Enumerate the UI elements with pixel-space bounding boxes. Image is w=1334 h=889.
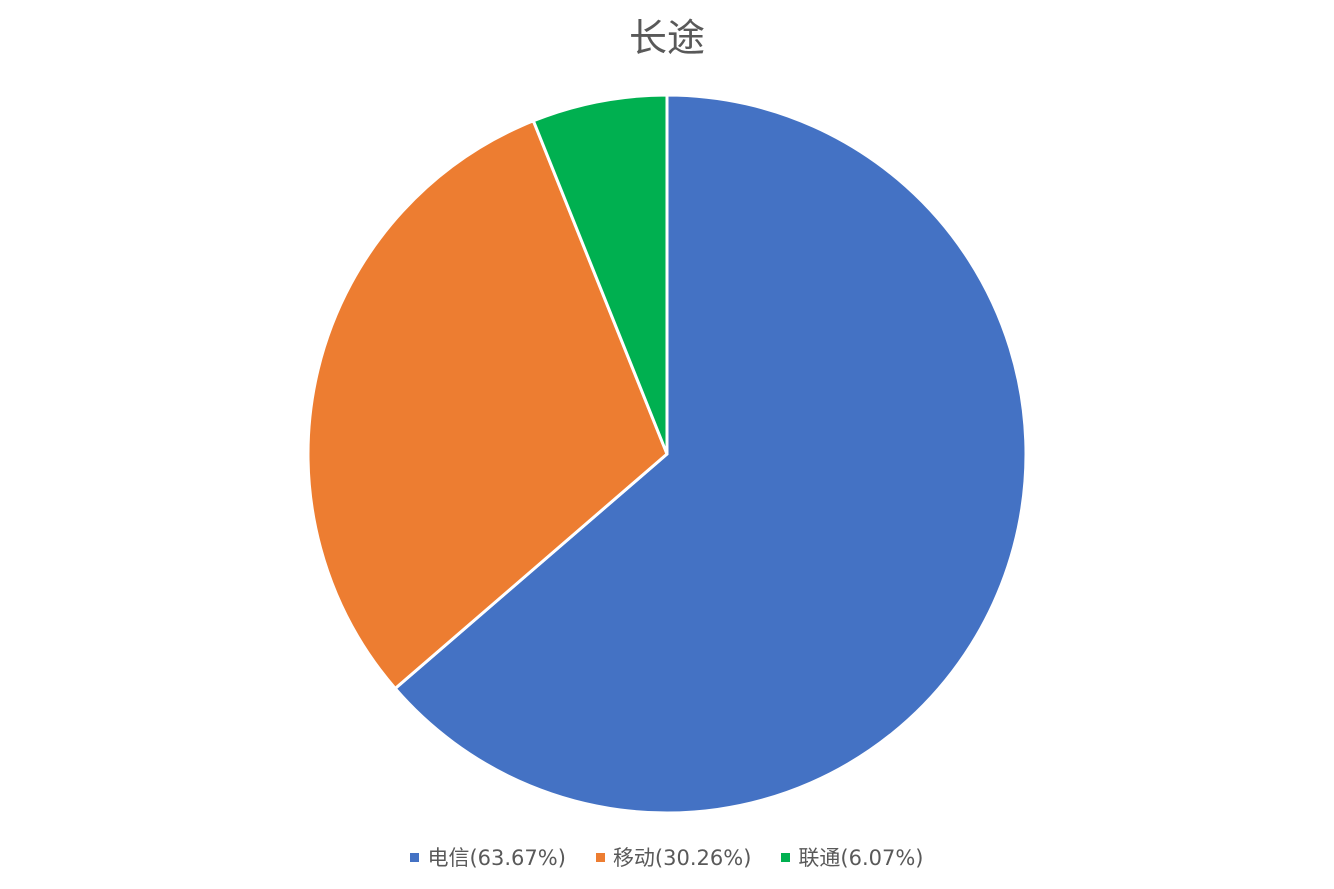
chart-legend: 电信(63.67%) 移动(30.26%) 联通(6.07%): [0, 842, 1334, 872]
legend-item-dianxin: 电信(63.67%): [410, 842, 566, 872]
legend-label: 联通(6.07%): [798, 846, 924, 870]
pie-slice-dianxin: [393, 93, 1028, 815]
chart-title: 长途: [628, 16, 705, 60]
pie-slice-yidong: [306, 119, 669, 691]
legend-swatch: [595, 852, 605, 862]
legend-item-yidong: 移动(30.26%): [595, 842, 752, 872]
legend-label: 电信(63.67%): [427, 846, 566, 870]
legend-swatch: [410, 852, 420, 862]
legend-item-liantong: 联通(6.07%): [781, 842, 924, 872]
pie-slice-liantong: [531, 93, 669, 456]
legend-label: 移动(30.26%): [612, 846, 752, 870]
legend-swatch: [781, 852, 791, 862]
